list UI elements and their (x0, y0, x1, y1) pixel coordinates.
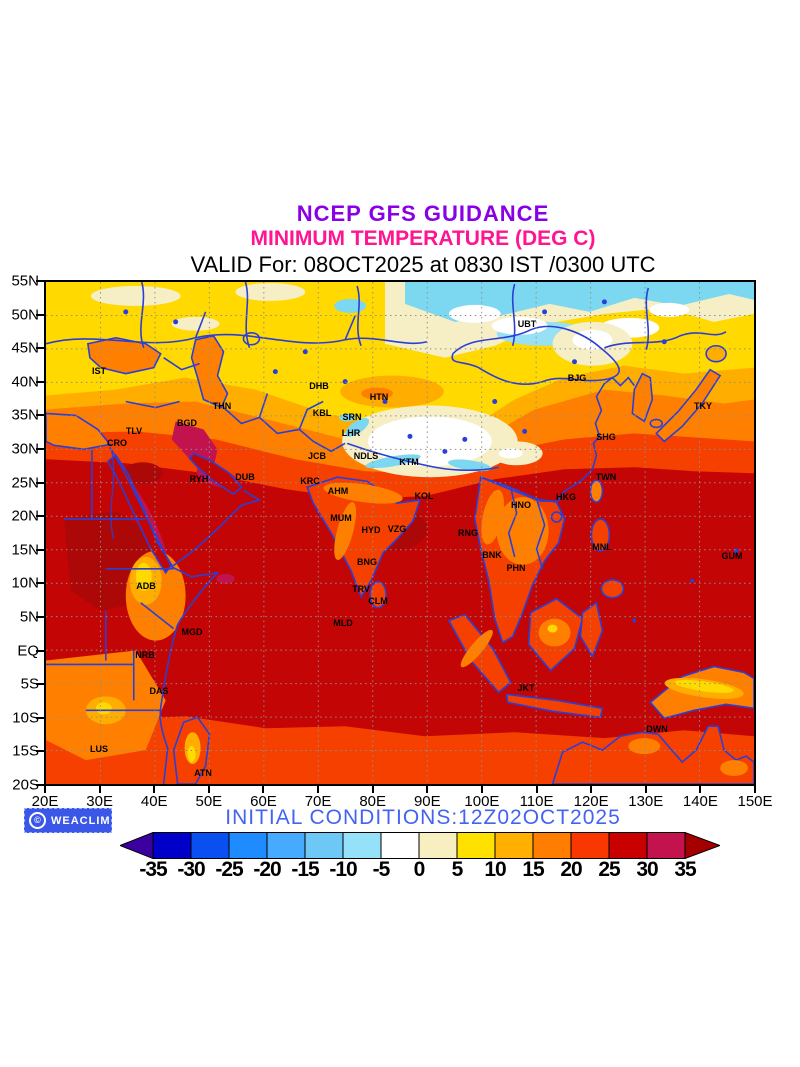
colorbar-label: 10 (484, 858, 506, 881)
y-tick (36, 448, 44, 450)
colorbar-label: 30 (636, 858, 658, 881)
x-axis-label: 70E (304, 793, 332, 810)
colorbar-svg (118, 831, 722, 860)
colorbar-label: -20 (253, 858, 281, 881)
x-tick (98, 785, 101, 793)
x-axis-label: 90E (413, 793, 441, 810)
colorbar-label: -30 (177, 858, 205, 881)
page-subtitle: MINIMUM TEMPERATURE (DEG C) (250, 227, 596, 250)
y-axis-label: 40N (11, 373, 39, 391)
y-tick (36, 414, 44, 417)
x-tick (207, 785, 210, 793)
y-tick (36, 750, 44, 753)
x-axis-label: 20E (31, 793, 59, 810)
y-tick (36, 515, 44, 518)
y-axis-label: 15S (12, 742, 39, 760)
colorbar-label: -25 (215, 858, 243, 881)
y-tick (36, 582, 44, 585)
x-tick (535, 785, 538, 793)
y-axis-label: 30N (11, 440, 39, 458)
colorbar-label: 25 (598, 858, 620, 881)
lake-dots-layer (123, 299, 739, 623)
x-tick (262, 785, 265, 793)
copyright-icon: © (29, 812, 46, 829)
colorbar-label: -5 (372, 858, 391, 881)
x-axis-label: 80E (359, 793, 387, 810)
temperature-colorbar (118, 831, 722, 860)
x-axis-label: 110E (519, 793, 554, 810)
x-tick (699, 785, 702, 793)
map-canvas (44, 280, 756, 786)
y-axis-label: 20S (12, 776, 39, 794)
colorbar-label: -35 (139, 858, 167, 881)
x-tick (153, 785, 156, 793)
y-tick (36, 313, 44, 316)
x-axis-label: 140E (682, 793, 718, 810)
x-axis-label: 150E (737, 793, 773, 810)
x-tick (426, 785, 429, 793)
y-tick (36, 683, 44, 686)
colorbar-label: 15 (522, 858, 544, 881)
x-axis-label: 40E (140, 793, 168, 810)
x-axis-label: 50E (195, 793, 223, 810)
page-title: NCEP GFS GUIDANCE (296, 201, 550, 226)
weaclim-logo: © WEACLIM (24, 808, 112, 833)
x-axis-label: 130E (628, 793, 664, 810)
x-tick (644, 785, 647, 793)
colorbar-label: 0 (413, 858, 426, 881)
colorbar-label: 35 (674, 858, 696, 881)
colorbar-label: -10 (329, 858, 357, 881)
logo-text: WEACLIM (51, 814, 111, 827)
y-axis-label: 50N (11, 306, 39, 324)
y-tick (36, 548, 44, 551)
x-tick (317, 785, 320, 793)
x-tick (480, 785, 483, 793)
temperature-map-svg (46, 282, 754, 784)
y-axis-label: 10S (12, 709, 39, 727)
y-axis-label: 20N (11, 507, 39, 525)
y-axis-label: 15N (11, 541, 39, 559)
y-tick (36, 616, 44, 618)
y-tick (36, 481, 44, 484)
x-axis-label: 60E (250, 793, 277, 810)
y-tick (36, 347, 44, 350)
y-tick (36, 280, 44, 282)
y-tick (36, 784, 44, 786)
x-tick (371, 785, 374, 793)
y-axis-label: 25N (11, 474, 39, 492)
y-axis-label: 5S (20, 675, 39, 693)
y-axis-label: 5N (19, 608, 39, 626)
x-axis-label: 30E (86, 793, 113, 810)
y-tick (36, 716, 44, 719)
y-axis-label: 10N (11, 574, 39, 592)
y-axis-label: EQ (17, 642, 39, 660)
valid-time-line: VALID For: 08OCT2025 at 0830 IST /0300 U… (190, 252, 656, 277)
x-axis-label: 120E (573, 793, 609, 810)
initial-conditions-text: INITIAL CONDITIONS:12Z02OCT2025 (225, 806, 621, 829)
y-axis-label: 35N (11, 406, 39, 424)
colorbar-label: -15 (291, 858, 319, 881)
x-axis-label: 100E (464, 793, 500, 810)
y-tick (36, 380, 44, 383)
y-axis-label: 45N (11, 339, 39, 357)
x-tick (44, 785, 46, 793)
x-tick (754, 785, 756, 793)
colorbar-label: 5 (451, 858, 464, 881)
y-axis-label: 55N (11, 272, 39, 290)
x-tick (590, 785, 593, 793)
colorbar-label: 20 (560, 858, 582, 881)
y-tick (36, 649, 44, 652)
